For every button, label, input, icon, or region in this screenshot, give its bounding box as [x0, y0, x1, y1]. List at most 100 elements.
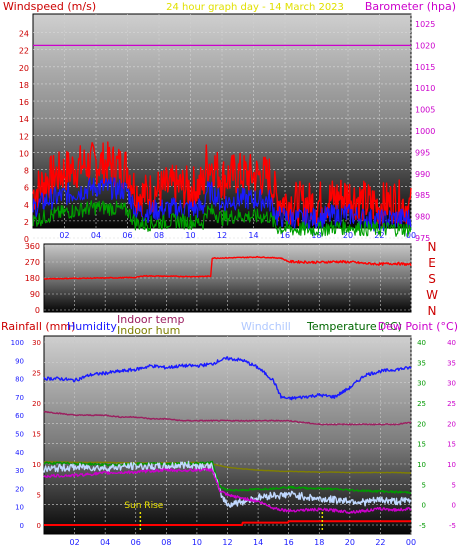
temperature-tick-label: 5 — [422, 481, 426, 489]
wind-tick-label: 18 — [19, 81, 29, 90]
compass-label: N — [428, 304, 437, 318]
temperature-tick-label: 35 — [417, 359, 426, 367]
direction-tick-label: 0 — [35, 306, 40, 315]
humidity-axis-label: Humidity — [67, 320, 117, 333]
series-layer — [32, 44, 412, 526]
barometer-axis-label: Barometer (hpa) — [365, 0, 456, 13]
barometer-tick-label: 1025 — [415, 20, 435, 29]
wind-tick-label: 4 — [24, 201, 29, 210]
indoor-hum-line — [43, 410, 411, 426]
wind-x-tick-label: 16 — [280, 231, 290, 240]
wind-x-tick-label: 18 — [311, 231, 321, 240]
direction-tick-label: 90 — [30, 290, 40, 299]
tick-layer: 0246810121416182022249759809859909951000… — [11, 20, 456, 547]
compass-label: W — [426, 288, 438, 302]
dew-point-tick-label: 5 — [452, 481, 456, 489]
temperature-x-tick-label: 16 — [284, 538, 294, 547]
temperature-axis-label: Temperature (°C) — [306, 320, 402, 333]
humidity-tick-label: 40 — [15, 449, 24, 457]
barometer-tick-label: 985 — [415, 191, 430, 200]
wind-gust-line — [32, 141, 412, 229]
temperature-tick-label: 30 — [417, 380, 426, 388]
barometer-tick-label: 995 — [415, 148, 430, 157]
wind-tick-label: 10 — [19, 149, 29, 158]
temperature-x-tick-label: 20 — [345, 538, 355, 547]
dew-point-tick-label: 20 — [447, 420, 456, 428]
wind-x-tick-label: 04 — [91, 231, 101, 240]
humidity-tick-label: 90 — [15, 357, 24, 365]
temperature-tick-label: 10 — [417, 461, 426, 469]
wind-axis-label: Windspeed (m/s) — [3, 0, 96, 13]
humidity-tick-label: 10 — [15, 504, 24, 512]
windchill-label: Windchill — [241, 320, 291, 333]
wind-tick-label: 14 — [19, 115, 29, 124]
dew-point-tick-label: 25 — [447, 400, 456, 408]
wind-tick-label: 2 — [24, 218, 29, 227]
barometer-tick-label: 975 — [415, 234, 430, 243]
temperature-x-tick-label: 08 — [161, 538, 171, 547]
compass-label: E — [428, 256, 436, 270]
wind-x-tick-label: 06 — [122, 231, 132, 240]
wind-low-line — [32, 200, 412, 237]
annotation-layer: Sun Rise — [124, 501, 324, 530]
humidity-tick-label: 0 — [20, 522, 24, 530]
indoor-hum-label: Indoor hum — [117, 324, 180, 337]
humidity-tick-label: 20 — [15, 485, 24, 493]
rainfall-tick-label: 5 — [37, 492, 41, 500]
windchill-line — [43, 460, 412, 508]
humidity-tick-label: 60 — [15, 412, 24, 420]
temperature-x-tick-label: 04 — [100, 538, 110, 547]
humidity-tick-label: 100 — [11, 339, 24, 347]
temperature-tick-label: 25 — [417, 400, 426, 408]
wind-tick-label: 8 — [24, 167, 29, 176]
wind-x-tick-label: 10 — [185, 231, 195, 240]
humidity-line — [43, 356, 412, 401]
wind-x-tick-label: 14 — [248, 231, 258, 240]
chart-title: 24 hour graph day - 14 March 2023 — [166, 2, 344, 13]
temperature-x-tick-label: 22 — [375, 538, 385, 547]
barometer-tick-label: 1015 — [415, 63, 435, 72]
rainfall-tick-label: 25 — [32, 370, 41, 378]
temperature-x-tick-label: 12 — [222, 538, 232, 547]
humidity-tick-label: 50 — [15, 431, 24, 439]
direction-tick-label: 180 — [25, 274, 40, 283]
dew-point-tick-label: 10 — [447, 461, 456, 469]
dew-point-tick-label: 30 — [447, 380, 456, 388]
wind-tick-label: 22 — [19, 47, 29, 56]
barometer-tick-label: 1010 — [415, 84, 435, 93]
dew-point-tick-label: 40 — [447, 339, 456, 347]
direction-tick-label: 270 — [25, 258, 40, 267]
temperature-x-tick-label: 00 — [406, 538, 416, 547]
dew-point-tick-label: 35 — [447, 359, 456, 367]
rainfall-tick-label: 10 — [32, 461, 41, 469]
wind-average-line — [32, 177, 412, 232]
temperature-x-tick-label: 02 — [69, 538, 79, 547]
wind-tick-label: 24 — [19, 30, 29, 39]
rainfall-tick-label: 30 — [32, 339, 41, 347]
dew-point-axis-label: Dew Point (°C) — [378, 320, 458, 333]
temperature-x-tick-label: 06 — [131, 538, 141, 547]
wind-x-tick-label: 08 — [154, 231, 164, 240]
dew-point-line — [43, 468, 412, 514]
temperature-tick-label: 15 — [417, 441, 426, 449]
wind-x-tick-label: 12 — [217, 231, 227, 240]
wind-x-tick-label: 22 — [374, 231, 384, 240]
rainfall-tick-label: 0 — [37, 522, 41, 530]
barometer-tick-label: 980 — [415, 213, 430, 222]
temperature-tick-label: 40 — [417, 339, 426, 347]
humidity-tick-label: 30 — [15, 467, 24, 475]
dew-point-tick-label: -5 — [449, 522, 456, 530]
compass-label: N — [428, 240, 437, 254]
temperature-tick-label: -5 — [419, 522, 426, 530]
temperature-x-tick-label: 18 — [314, 538, 324, 547]
wind-tick-label: 20 — [19, 64, 29, 73]
temperature-x-tick-label: 14 — [253, 538, 263, 547]
wind-tick-label: 12 — [19, 132, 29, 141]
humidity-tick-label: 70 — [15, 394, 24, 402]
dew-point-tick-label: 15 — [447, 441, 456, 449]
indoor-temp-label: Indoor temp — [117, 313, 184, 326]
barometer-tick-label: 1005 — [415, 106, 435, 115]
temperature-line — [43, 460, 412, 494]
